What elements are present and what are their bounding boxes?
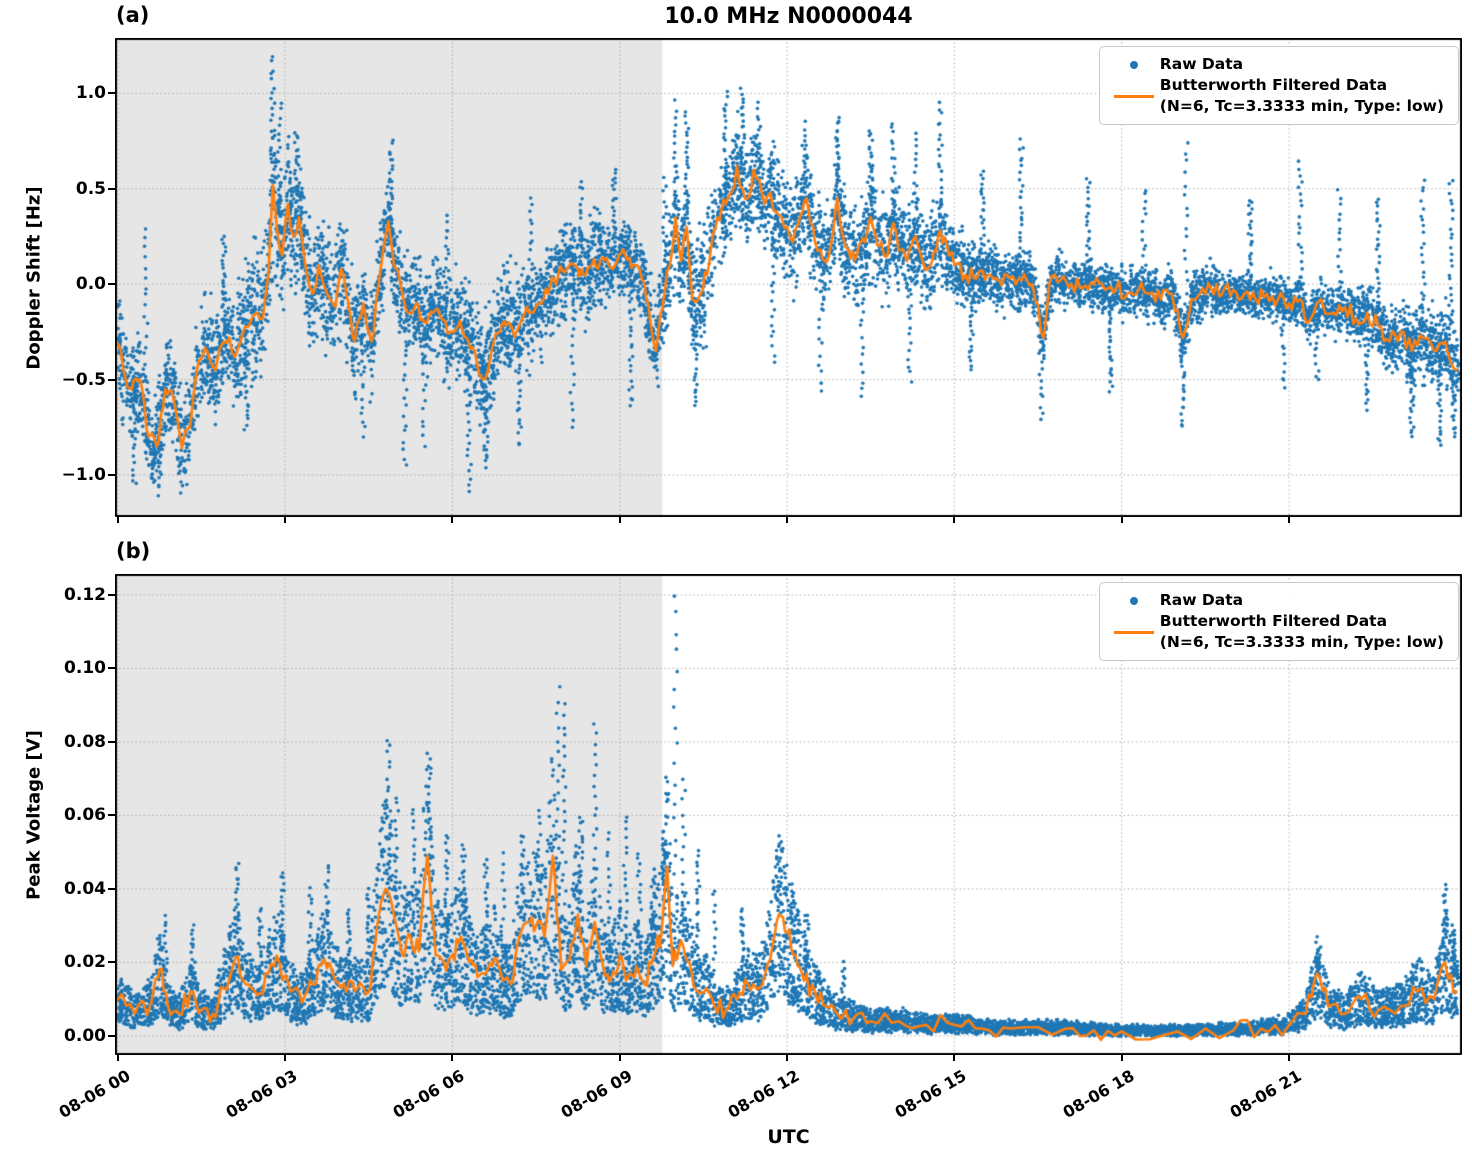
x-tick-mark bbox=[953, 1055, 956, 1061]
y-tick-label: 0.04 bbox=[64, 878, 106, 899]
y-tick-label: 0.00 bbox=[64, 1025, 106, 1046]
y-tick-mark bbox=[108, 1034, 115, 1037]
x-tick-mark bbox=[116, 517, 119, 523]
x-tick-label: 08-06 18 bbox=[1059, 1066, 1138, 1122]
x-tick-mark bbox=[786, 517, 789, 523]
y-tick-label: 0.08 bbox=[64, 731, 106, 752]
legend-entry-raw: Raw Data bbox=[1108, 590, 1444, 611]
y-tick-mark bbox=[108, 740, 115, 743]
legend-filtered-label-line2: (N=6, Tc=3.3333 min, Type: low) bbox=[1159, 633, 1444, 651]
y-tick-label: 1.0 bbox=[75, 83, 106, 104]
y-tick-mark bbox=[108, 961, 115, 964]
y-tick-mark bbox=[108, 814, 115, 817]
filtered-line-marker bbox=[1113, 630, 1154, 634]
y-tick-label: 0.5 bbox=[75, 178, 106, 199]
y-tick-label: −1.0 bbox=[61, 465, 106, 486]
x-tick-mark bbox=[451, 1055, 454, 1061]
x-tick-mark bbox=[284, 1055, 287, 1061]
x-tick-label: 08-06 06 bbox=[390, 1066, 468, 1122]
y-tick-label: 0.02 bbox=[64, 952, 106, 973]
y-tick-label: 0.06 bbox=[64, 805, 106, 826]
legend-panel-b: Raw Data Butterworth Filtered Data (N=6,… bbox=[1098, 582, 1459, 661]
x-tick-label: 08-06 12 bbox=[724, 1066, 803, 1122]
legend-entry-raw: Raw Data bbox=[1108, 54, 1444, 75]
legend-filtered-label-line1: Butterworth Filtered Data bbox=[1159, 76, 1388, 94]
x-tick-mark bbox=[1288, 1055, 1291, 1061]
y-tick-mark bbox=[108, 187, 115, 190]
y-tick-label: 0.10 bbox=[64, 658, 106, 679]
y-tick-mark bbox=[108, 92, 115, 95]
legend-filtered-label-line2: (N=6, Tc=3.3333 min, Type: low) bbox=[1159, 97, 1444, 115]
y-tick-mark bbox=[108, 593, 115, 596]
legend-raw-label: Raw Data bbox=[1159, 55, 1244, 73]
x-axis-label: UTC bbox=[767, 1126, 810, 1148]
x-tick-mark bbox=[116, 1055, 119, 1061]
y-tick-mark bbox=[108, 667, 115, 670]
x-tick-label: 08-06 09 bbox=[557, 1066, 636, 1122]
y-tick-label: 0.12 bbox=[64, 584, 106, 605]
x-tick-mark bbox=[953, 517, 956, 523]
x-tick-mark bbox=[786, 1055, 789, 1061]
panel-a-label: (a) bbox=[116, 3, 150, 27]
x-tick-label: 08-06 03 bbox=[222, 1066, 301, 1122]
panel-b-label: (b) bbox=[116, 539, 151, 563]
legend-entry-filtered: Butterworth Filtered Data (N=6, Tc=3.333… bbox=[1108, 611, 1444, 653]
raw-data-marker bbox=[1129, 596, 1138, 605]
raw-data-marker bbox=[1129, 60, 1138, 69]
legend-entry-filtered: Butterworth Filtered Data (N=6, Tc=3.333… bbox=[1108, 75, 1444, 117]
legend-filtered-label-line1: Butterworth Filtered Data bbox=[1159, 612, 1388, 630]
x-tick-mark bbox=[1120, 1055, 1123, 1061]
x-tick-mark bbox=[618, 517, 621, 523]
x-tick-mark bbox=[451, 517, 454, 523]
y-tick-mark bbox=[108, 378, 115, 381]
chart-title: 10.0 MHz N0000044 bbox=[664, 4, 913, 29]
legend-raw-label: Raw Data bbox=[1159, 591, 1244, 609]
x-tick-mark bbox=[1288, 517, 1291, 523]
legend-panel-a: Raw Data Butterworth Filtered Data (N=6,… bbox=[1098, 46, 1459, 125]
y-tick-mark bbox=[108, 887, 115, 890]
y-tick-mark bbox=[108, 474, 115, 477]
filtered-line-marker bbox=[1113, 94, 1154, 98]
x-tick-label: 08-06 00 bbox=[55, 1066, 134, 1122]
x-tick-label: 08-06 21 bbox=[1226, 1066, 1305, 1122]
y-tick-label: −0.5 bbox=[61, 369, 106, 390]
x-tick-mark bbox=[284, 517, 287, 523]
x-tick-label: 08-06 15 bbox=[891, 1066, 970, 1122]
x-tick-mark bbox=[618, 1055, 621, 1061]
y-tick-mark bbox=[108, 283, 115, 286]
y-tick-label: 0.0 bbox=[75, 274, 106, 295]
x-tick-mark bbox=[1120, 517, 1123, 523]
